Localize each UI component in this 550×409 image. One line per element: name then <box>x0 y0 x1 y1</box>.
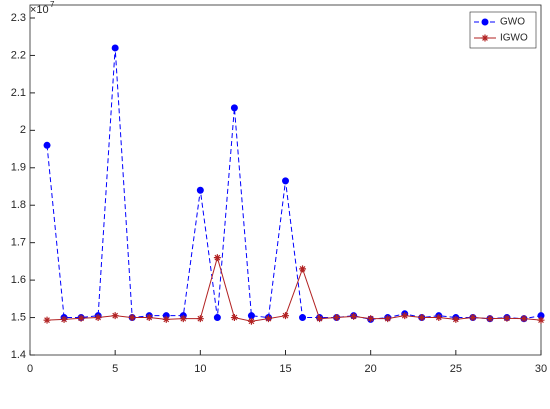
marker <box>316 315 324 323</box>
x-tick-label: 20 <box>365 363 377 375</box>
marker <box>299 265 307 273</box>
marker <box>162 315 170 323</box>
marker <box>350 312 358 320</box>
y-tick-label: 2.1 <box>11 87 26 99</box>
marker <box>537 312 545 320</box>
marker <box>179 315 187 323</box>
x-tick-label: 10 <box>194 363 206 375</box>
y-tick-label: 2 <box>20 124 26 136</box>
marker <box>145 314 153 322</box>
x-tick-label: 0 <box>27 363 33 375</box>
legend-marker <box>481 18 489 26</box>
legend-box <box>469 11 537 49</box>
y-tick-label: 1.7 <box>11 237 26 249</box>
marker <box>486 315 494 323</box>
marker <box>469 314 477 322</box>
y-tick-label: 1.4 <box>11 349 26 361</box>
y-tick-label: 1.6 <box>11 274 26 286</box>
marker <box>213 254 221 262</box>
marker <box>282 177 289 185</box>
legend-label: IGWO <box>500 33 528 44</box>
marker <box>520 315 528 323</box>
x-tick-label: 5 <box>112 363 118 375</box>
axis-multiplier: ×10 <box>30 4 49 16</box>
marker <box>230 314 238 322</box>
marker <box>247 317 255 325</box>
y-tick-label: 1.5 <box>11 311 26 323</box>
x-tick-label: 25 <box>450 363 462 375</box>
marker <box>333 314 341 322</box>
x-tick-label: 15 <box>279 363 291 375</box>
y-tick-label: 2.2 <box>11 49 26 61</box>
marker <box>60 315 68 323</box>
marker <box>43 141 51 149</box>
marker <box>128 314 136 322</box>
marker <box>247 312 255 320</box>
marker <box>503 314 511 322</box>
y-tick-label: 1.9 <box>11 162 26 174</box>
marker <box>230 104 238 112</box>
marker <box>435 314 443 322</box>
marker <box>418 314 426 322</box>
marker <box>282 312 289 320</box>
x-tick-label: 30 <box>535 363 547 375</box>
marker <box>264 315 272 323</box>
marker <box>384 315 392 323</box>
y-tick-label: 1.8 <box>11 199 26 211</box>
marker <box>196 186 204 194</box>
marker <box>111 312 119 320</box>
marker <box>43 316 51 324</box>
series-line <box>47 255 542 322</box>
series-line <box>46 47 542 320</box>
marker <box>196 315 204 323</box>
legend-label: GWO <box>500 17 525 28</box>
marker <box>111 44 119 52</box>
marker <box>94 314 102 322</box>
y-tick-label: 2.3 <box>11 12 26 24</box>
marker <box>401 312 409 320</box>
legend-marker <box>481 34 489 42</box>
marker <box>537 316 545 324</box>
marker <box>452 315 460 323</box>
marker <box>299 314 307 322</box>
marker <box>77 314 85 322</box>
marker <box>367 315 375 323</box>
marker <box>213 314 221 322</box>
